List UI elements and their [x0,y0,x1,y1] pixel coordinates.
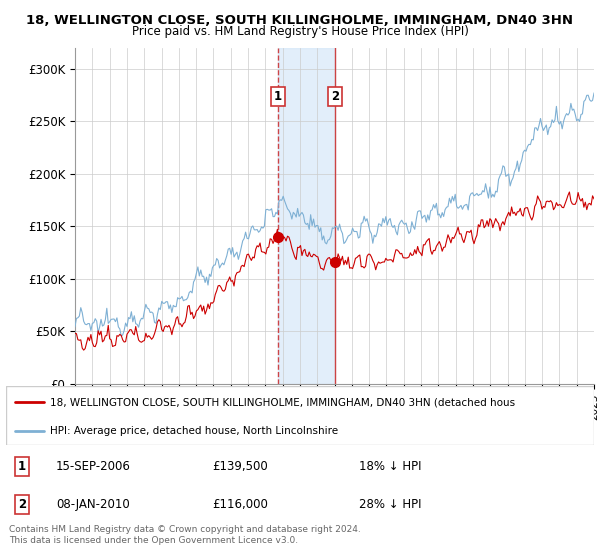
Text: 15-SEP-2006: 15-SEP-2006 [56,460,131,473]
Text: 18, WELLINGTON CLOSE, SOUTH KILLINGHOLME, IMMINGHAM, DN40 3HN: 18, WELLINGTON CLOSE, SOUTH KILLINGHOLME… [26,14,574,27]
Text: 1: 1 [18,460,26,473]
Text: £139,500: £139,500 [212,460,268,473]
Text: 18, WELLINGTON CLOSE, SOUTH KILLINGHOLME, IMMINGHAM, DN40 3HN (detached hous: 18, WELLINGTON CLOSE, SOUTH KILLINGHOLME… [50,397,515,407]
Text: Price paid vs. HM Land Registry's House Price Index (HPI): Price paid vs. HM Land Registry's House … [131,25,469,38]
Text: 2: 2 [18,498,26,511]
Text: Contains HM Land Registry data © Crown copyright and database right 2024.
This d: Contains HM Land Registry data © Crown c… [9,525,361,545]
Text: 2: 2 [331,90,339,103]
Text: £116,000: £116,000 [212,498,268,511]
Text: 18% ↓ HPI: 18% ↓ HPI [359,460,421,473]
Text: HPI: Average price, detached house, North Lincolnshire: HPI: Average price, detached house, Nort… [50,426,338,436]
Text: 08-JAN-2010: 08-JAN-2010 [56,498,130,511]
Text: 28% ↓ HPI: 28% ↓ HPI [359,498,421,511]
Text: 1: 1 [274,90,281,103]
Bar [278,48,335,384]
